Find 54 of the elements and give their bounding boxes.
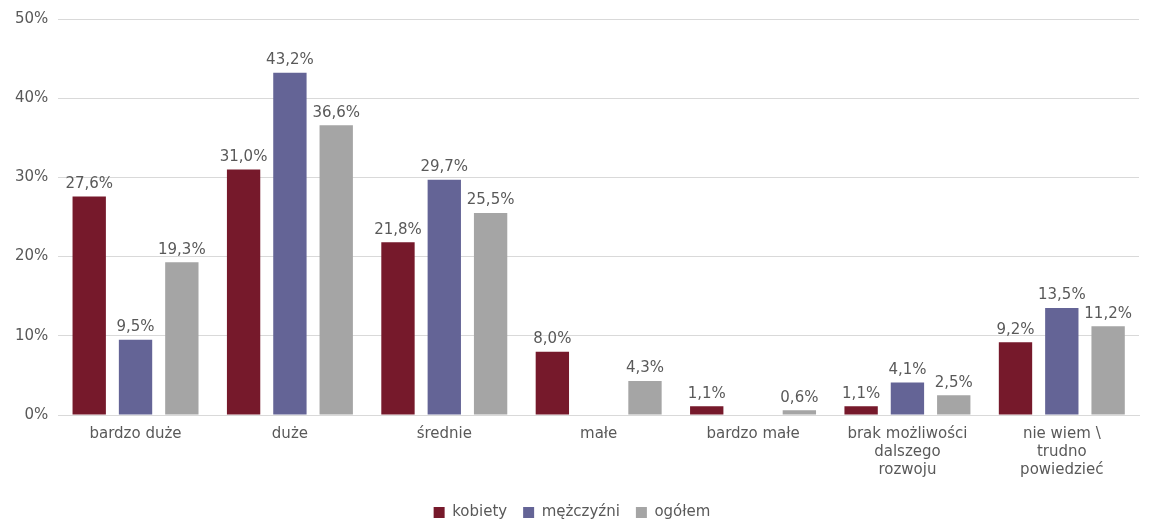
bar xyxy=(118,339,153,415)
data-label: 36,6% xyxy=(312,102,361,121)
bar xyxy=(72,196,106,415)
legend-label: mężczyźni xyxy=(541,502,620,521)
x-tick-label: bardzo małe xyxy=(706,423,800,442)
bar xyxy=(319,125,353,415)
data-label: 4,3% xyxy=(625,358,665,377)
x-tick-label: średnie xyxy=(416,423,472,442)
y-tick-label: 30% xyxy=(15,167,49,186)
data-label: 25,5% xyxy=(466,190,515,209)
x-tick-label: brak możliwości dalszego rozwoju xyxy=(847,423,968,478)
bar xyxy=(782,410,817,415)
bar xyxy=(690,406,724,415)
bar xyxy=(1091,326,1125,415)
legend-label: ogółem xyxy=(654,502,711,521)
data-label: 8,0% xyxy=(533,329,572,348)
data-label: 0,6% xyxy=(780,387,819,406)
x-tick-label: duże xyxy=(271,423,308,442)
data-label: 29,7% xyxy=(420,157,469,176)
y-tick-label: 20% xyxy=(15,246,49,265)
bar xyxy=(1045,308,1079,415)
x-tick-label: bardzo duże xyxy=(89,423,182,442)
bar xyxy=(165,262,199,415)
data-label: 9,5% xyxy=(116,317,155,336)
bar xyxy=(381,242,415,415)
x-tick-label: nie wiem \ trudno powiedzieć xyxy=(1020,423,1104,478)
bar xyxy=(535,351,570,415)
data-label: 4,1% xyxy=(888,359,927,378)
data-label: 43,2% xyxy=(266,50,314,69)
bar xyxy=(427,179,461,415)
bar xyxy=(226,169,261,415)
y-tick-label: 0% xyxy=(24,404,49,423)
bar xyxy=(628,380,662,415)
data-label: 2,5% xyxy=(934,372,973,391)
x-tick-label: małe xyxy=(580,423,618,442)
data-label: 19,3% xyxy=(158,239,206,258)
data-label: 9,2% xyxy=(996,319,1035,338)
bar xyxy=(998,342,1033,415)
y-tick-label: 40% xyxy=(15,88,49,107)
data-label: 11,2% xyxy=(1084,303,1132,322)
bar xyxy=(937,395,971,415)
legend-label: kobiety xyxy=(452,502,508,521)
bar xyxy=(273,72,307,415)
data-label: 1,1% xyxy=(687,383,726,402)
data-label: 1,1% xyxy=(842,383,881,402)
data-label: 27,6% xyxy=(65,173,114,192)
bar xyxy=(473,213,508,415)
y-tick-label: 50% xyxy=(15,8,49,27)
data-label: 31,0% xyxy=(219,146,268,165)
bar xyxy=(844,406,878,415)
bar xyxy=(890,382,925,415)
data-label: 21,8% xyxy=(374,219,422,238)
data-label: 13,5% xyxy=(1037,285,1086,304)
y-tick-label: 10% xyxy=(15,325,49,344)
